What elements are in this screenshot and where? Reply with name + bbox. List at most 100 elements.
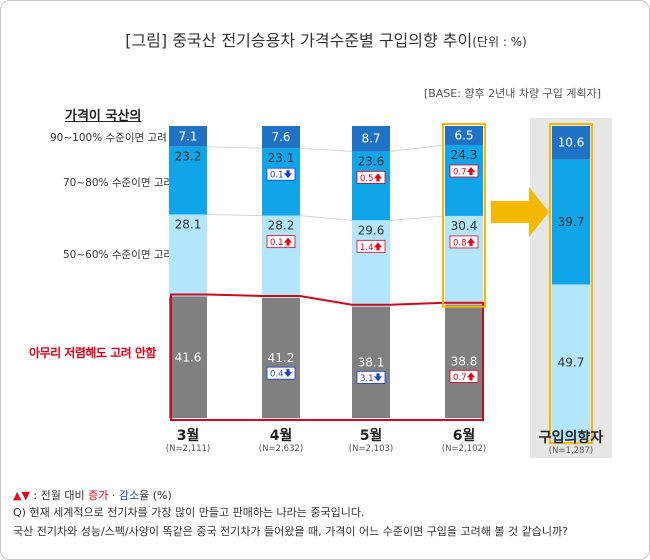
arrow-up-icon [374, 242, 382, 251]
bar-50-3 [445, 215, 483, 305]
value-label-90-1: 7.6 [271, 130, 290, 144]
change-badge [356, 370, 386, 384]
change-value: 0.5 [360, 174, 374, 184]
legend-heading: 가격이 국산의 [65, 109, 142, 124]
question-line-2: 국산 전기차와 성능/스펙/사양이 똑같은 중국 전기차가 들어왔을 때, 가격… [13, 525, 568, 538]
bar-none-0 [169, 296, 207, 418]
change-badge [266, 235, 296, 249]
arrow-up-icon [284, 237, 292, 246]
value-label-90-3: 6.5 [454, 128, 473, 142]
summary-highlight-box [549, 123, 593, 444]
legend-arrows: ▲▼ [13, 489, 30, 502]
change-badge [449, 235, 479, 249]
category-label: 구입의향자 [538, 430, 604, 446]
category-label: 5월 [359, 428, 383, 444]
arrow-up-icon [374, 173, 382, 182]
connector-line [389, 144, 446, 152]
change-value: 0.8 [453, 238, 467, 248]
value-label-50-1: 28.2 [268, 219, 295, 233]
summary-value-90: 10.6 [558, 136, 585, 150]
highlight-box [442, 123, 486, 308]
question-line-1: Q) 현재 세계적으로 전기차를 가장 많이 만들고 판매하는 나라는 중국입니… [13, 506, 365, 519]
bar-70-2 [352, 151, 390, 221]
row-label-70: 70~80% 수준이면 고려 [63, 177, 174, 189]
connector-line [206, 146, 263, 149]
sample-size-label: (N=2,111) [165, 444, 211, 454]
change-badge [266, 167, 296, 181]
bar-90-3 [445, 126, 483, 145]
row-label-none: 아무리 저렴해도 고려 안함 [29, 346, 156, 360]
value-label-70-3: 24.3 [451, 148, 478, 162]
bar-90-1 [262, 126, 300, 149]
bar-50-1 [262, 215, 300, 298]
bar-50-0 [169, 214, 207, 297]
value-label-none-0: 41.6 [175, 350, 202, 364]
value-label-50-3: 30.4 [451, 219, 478, 233]
row-label-50: 50~60% 수준이면 고려 [63, 249, 174, 261]
bar-70-3 [445, 144, 483, 216]
bar-90-2 [352, 126, 390, 152]
summary-bar-50 [552, 284, 590, 441]
arrow-up-icon [467, 372, 475, 381]
bar-none-3 [445, 304, 483, 418]
value-label-none-2: 38.1 [358, 355, 385, 369]
value-label-70-0: 23.2 [175, 150, 202, 164]
arrow-down-icon [284, 369, 292, 378]
category-label: 6월 [452, 428, 476, 444]
change-badge [266, 366, 296, 380]
bar-none-1 [262, 297, 300, 419]
bar-50-2 [352, 220, 390, 307]
bar-none-2 [352, 306, 390, 418]
value-label-90-0: 7.1 [178, 129, 197, 143]
arrow-down-icon [284, 170, 292, 179]
summary-bar-70 [552, 159, 590, 285]
category-label: 4월 [269, 428, 293, 444]
connector-line [299, 147, 353, 152]
legend-increase: 증가 [88, 489, 109, 502]
sample-size-label: (N=2,632) [258, 444, 304, 454]
value-label-50-2: 29.6 [358, 223, 385, 237]
change-badge [449, 369, 479, 383]
summary-value-70: 39.7 [558, 215, 585, 229]
none-outline [170, 293, 484, 421]
sample-size-label: (N=1,287) [548, 446, 594, 456]
change-value: 0.7 [453, 167, 467, 177]
value-label-90-2: 8.7 [361, 132, 380, 146]
legend-decrease: 감소 [118, 489, 140, 502]
sample-size-label: (N=2,102) [441, 444, 487, 454]
change-value: 3.1 [360, 374, 374, 384]
change-value: 1.4 [360, 243, 374, 253]
summary-bar-90 [552, 126, 590, 160]
summary-value-50: 49.7 [558, 356, 585, 370]
connector-line [206, 213, 263, 217]
arrow-down-icon [374, 373, 382, 382]
chart-title: [그림] 중국산 전기승용차 가격수준별 구입의향 추이(단위 : %) [125, 31, 527, 50]
change-value: 0.4 [270, 370, 284, 380]
value-label-none-3: 38.8 [451, 354, 478, 368]
base-note: [BASE: 향후 2년내 차량 구입 계획자] [423, 87, 601, 100]
summary-panel [530, 118, 612, 458]
change-badge [356, 171, 386, 184]
value-label-70-2: 23.6 [358, 154, 385, 168]
connector-line [299, 215, 353, 221]
value-label-none-1: 41.2 [268, 351, 295, 365]
value-label-50-0: 28.1 [175, 217, 202, 231]
change-badge [449, 164, 479, 178]
bar-70-1 [262, 148, 300, 216]
change-value: 0.7 [453, 373, 467, 383]
change-badge [356, 239, 386, 253]
sample-size-label: (N=2,103) [348, 444, 394, 454]
arrow-icon [491, 187, 549, 237]
category-label: 3월 [176, 428, 200, 444]
arrow-up-icon [467, 166, 475, 175]
row-label-90: 90~100% 수준이면 고려 [50, 132, 167, 144]
unit-label: (단위 : %) [472, 35, 527, 49]
arrow-up-icon [467, 237, 475, 246]
change-value: 0.1 [270, 238, 284, 248]
change-value: 0.1 [270, 171, 284, 181]
legend-note: ▲▼ : 전월 대비 증가 · 감소율 (%) [13, 489, 172, 502]
bar-90-0 [169, 126, 207, 147]
bar-70-0 [169, 146, 207, 215]
value-label-70-1: 23.1 [268, 151, 295, 165]
